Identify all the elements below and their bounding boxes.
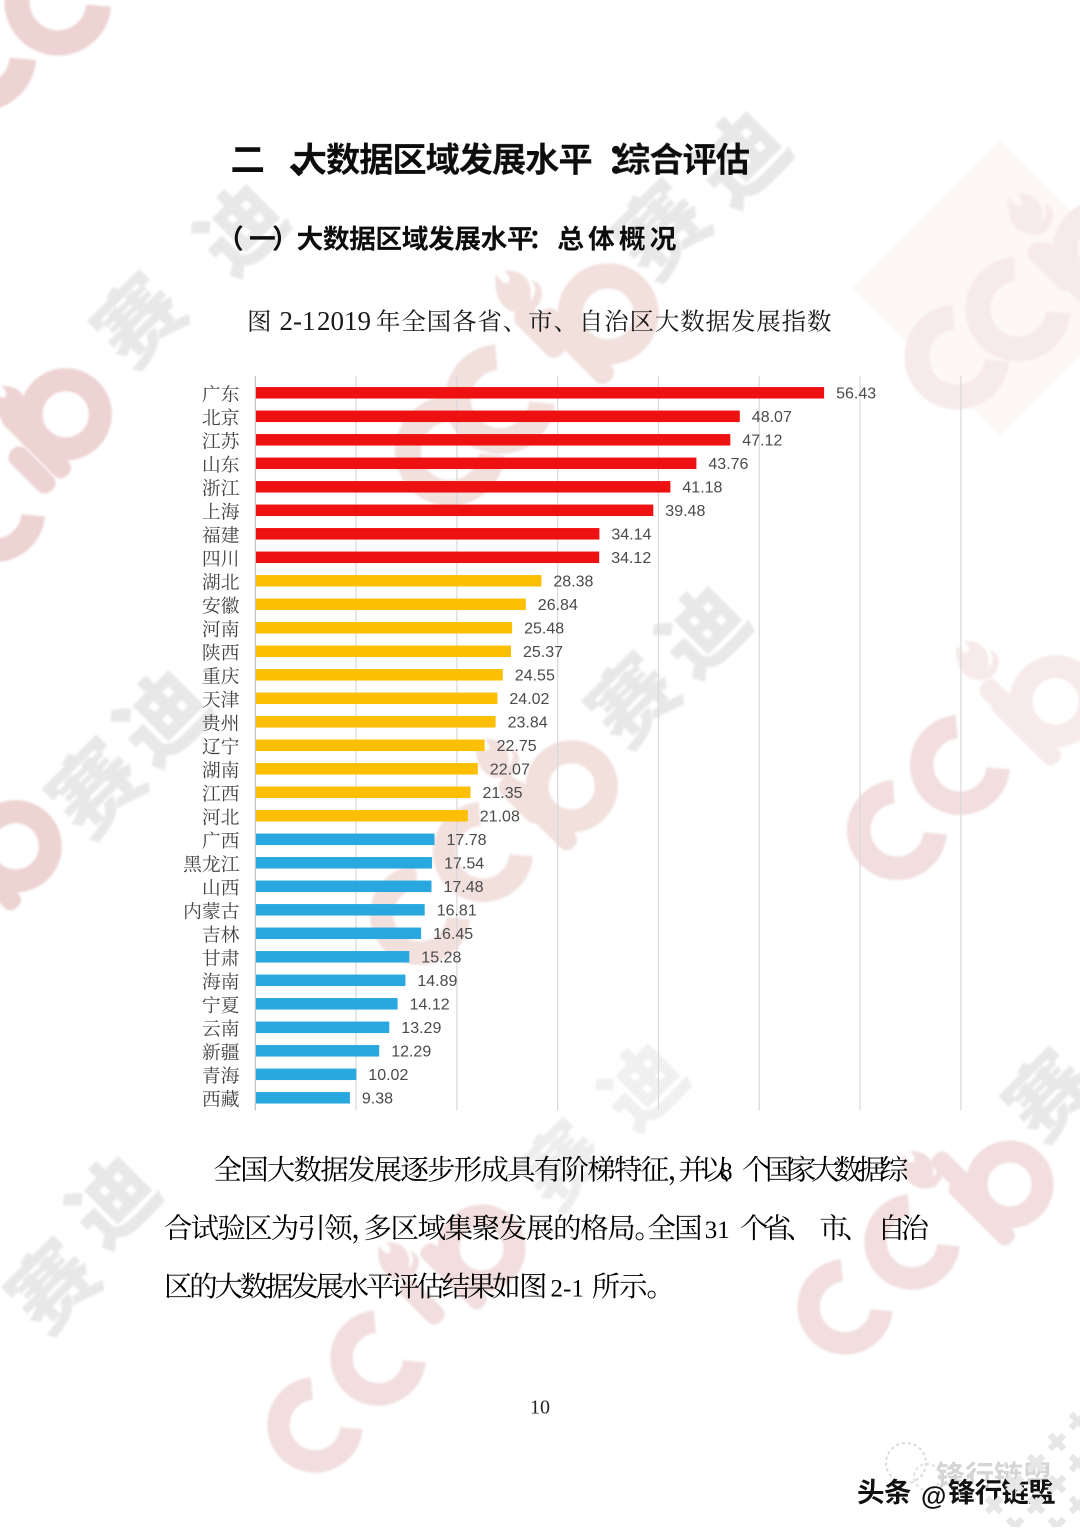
svg-text:@: @ — [921, 1481, 946, 1511]
svg-text:24.02: 24.02 — [509, 691, 549, 708]
svg-text:25.48: 25.48 — [524, 621, 564, 638]
svg-text:2-1: 2-1 — [551, 1275, 584, 1302]
svg-text:2-1: 2-1 — [280, 306, 316, 336]
svg-text:22.75: 22.75 — [497, 738, 537, 755]
svg-text:47.12: 47.12 — [742, 433, 782, 450]
svg-text:23.84: 23.84 — [508, 715, 548, 732]
svg-text:48.07: 48.07 — [752, 409, 792, 426]
svg-text:21.08: 21.08 — [480, 809, 520, 826]
svg-text:10.02: 10.02 — [368, 1067, 408, 1084]
svg-text:10: 10 — [530, 1397, 550, 1419]
svg-text:22.07: 22.07 — [490, 762, 530, 779]
svg-text:16.45: 16.45 — [433, 926, 473, 943]
svg-text:17.78: 17.78 — [447, 832, 487, 849]
svg-text:17.48: 17.48 — [444, 879, 484, 896]
svg-text:@: @ — [924, 1484, 949, 1514]
svg-text:14.12: 14.12 — [410, 997, 450, 1014]
svg-text:41.18: 41.18 — [682, 480, 722, 497]
svg-text:56.43: 56.43 — [836, 386, 876, 403]
svg-text:21.35: 21.35 — [483, 785, 523, 802]
svg-text:14.89: 14.89 — [417, 973, 457, 990]
svg-text:8: 8 — [720, 1159, 733, 1186]
svg-text:39.48: 39.48 — [665, 503, 705, 520]
svg-text:16.81: 16.81 — [437, 903, 477, 920]
svg-text:26.84: 26.84 — [538, 597, 578, 614]
svg-text:13.29: 13.29 — [401, 1020, 441, 1037]
svg-text:17.54: 17.54 — [444, 856, 484, 873]
svg-text:25.37: 25.37 — [523, 644, 563, 661]
svg-text:43.76: 43.76 — [708, 456, 748, 473]
svg-text:34.12: 34.12 — [611, 550, 651, 567]
svg-text:15.28: 15.28 — [421, 950, 461, 967]
svg-text:2019: 2019 — [317, 306, 371, 336]
svg-text:31: 31 — [705, 1217, 730, 1244]
svg-text:28.38: 28.38 — [553, 574, 593, 591]
svg-text:34.14: 34.14 — [611, 527, 651, 544]
svg-text:24.55: 24.55 — [515, 668, 555, 685]
svg-text:12.29: 12.29 — [391, 1044, 431, 1061]
svg-text:9.38: 9.38 — [362, 1091, 393, 1108]
